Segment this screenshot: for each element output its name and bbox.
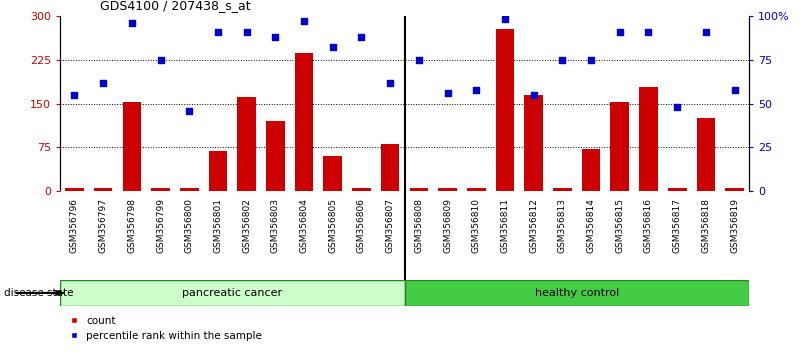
Point: [670, 104, 683, 110]
Point: [269, 34, 282, 40]
Text: GSM356815: GSM356815: [615, 198, 624, 253]
Bar: [123, 102, 141, 191]
Bar: [438, 188, 457, 191]
Point: [97, 80, 110, 85]
Point: [384, 80, 396, 85]
Point: [68, 92, 81, 98]
Bar: [60, 280, 405, 306]
Text: pancreatic cancer: pancreatic cancer: [183, 288, 283, 298]
Text: GSM356801: GSM356801: [213, 198, 223, 253]
Bar: [324, 156, 342, 191]
Bar: [610, 102, 629, 191]
Point: [556, 57, 569, 63]
Text: GSM356803: GSM356803: [271, 198, 280, 253]
Text: GSM356805: GSM356805: [328, 198, 337, 253]
Bar: [467, 188, 485, 191]
Text: GSM356797: GSM356797: [99, 198, 107, 253]
Point: [326, 45, 339, 50]
Point: [498, 17, 511, 22]
Text: GSM356816: GSM356816: [644, 198, 653, 253]
Bar: [94, 188, 112, 191]
Text: GSM356800: GSM356800: [185, 198, 194, 253]
Point: [441, 90, 454, 96]
Bar: [409, 188, 429, 191]
Bar: [405, 280, 749, 306]
Text: GSM356804: GSM356804: [300, 198, 308, 253]
Text: GSM356807: GSM356807: [385, 198, 395, 253]
Bar: [266, 121, 284, 191]
Point: [240, 29, 253, 35]
Point: [527, 92, 540, 98]
Point: [728, 87, 741, 92]
Point: [585, 57, 598, 63]
Text: GSM356798: GSM356798: [127, 198, 136, 253]
Point: [126, 20, 139, 26]
Text: GSM356818: GSM356818: [702, 198, 710, 253]
Text: GSM356819: GSM356819: [730, 198, 739, 253]
Bar: [582, 149, 601, 191]
Bar: [496, 29, 514, 191]
Bar: [295, 53, 313, 191]
Text: GDS4100 / 207438_s_at: GDS4100 / 207438_s_at: [100, 0, 251, 12]
Bar: [725, 188, 744, 191]
Point: [355, 34, 368, 40]
Bar: [65, 188, 84, 191]
Text: GSM356808: GSM356808: [414, 198, 424, 253]
Bar: [553, 188, 572, 191]
Bar: [525, 95, 543, 191]
Text: disease state: disease state: [4, 288, 74, 298]
Point: [154, 57, 167, 63]
Text: GSM356814: GSM356814: [586, 198, 596, 253]
Bar: [208, 152, 227, 191]
Point: [413, 57, 425, 63]
Text: GSM356817: GSM356817: [673, 198, 682, 253]
Point: [642, 29, 655, 35]
Text: GSM356796: GSM356796: [70, 198, 79, 253]
Text: GSM356809: GSM356809: [443, 198, 452, 253]
Point: [699, 29, 712, 35]
Point: [614, 29, 626, 35]
Text: GSM356812: GSM356812: [529, 198, 538, 253]
Text: GSM356811: GSM356811: [501, 198, 509, 253]
Bar: [639, 87, 658, 191]
Bar: [668, 188, 686, 191]
Bar: [151, 188, 170, 191]
Bar: [237, 97, 256, 191]
Legend: count, percentile rank within the sample: count, percentile rank within the sample: [66, 312, 266, 345]
Point: [211, 29, 224, 35]
Text: GSM356799: GSM356799: [156, 198, 165, 253]
Text: GSM356806: GSM356806: [357, 198, 366, 253]
Text: GSM356802: GSM356802: [242, 198, 252, 253]
Text: healthy control: healthy control: [534, 288, 619, 298]
Bar: [697, 118, 715, 191]
Point: [183, 108, 195, 113]
Text: GSM356813: GSM356813: [557, 198, 567, 253]
Bar: [180, 188, 199, 191]
Bar: [352, 188, 371, 191]
Point: [470, 87, 483, 92]
Bar: [380, 144, 400, 191]
Point: [298, 18, 311, 24]
Text: GSM356810: GSM356810: [472, 198, 481, 253]
